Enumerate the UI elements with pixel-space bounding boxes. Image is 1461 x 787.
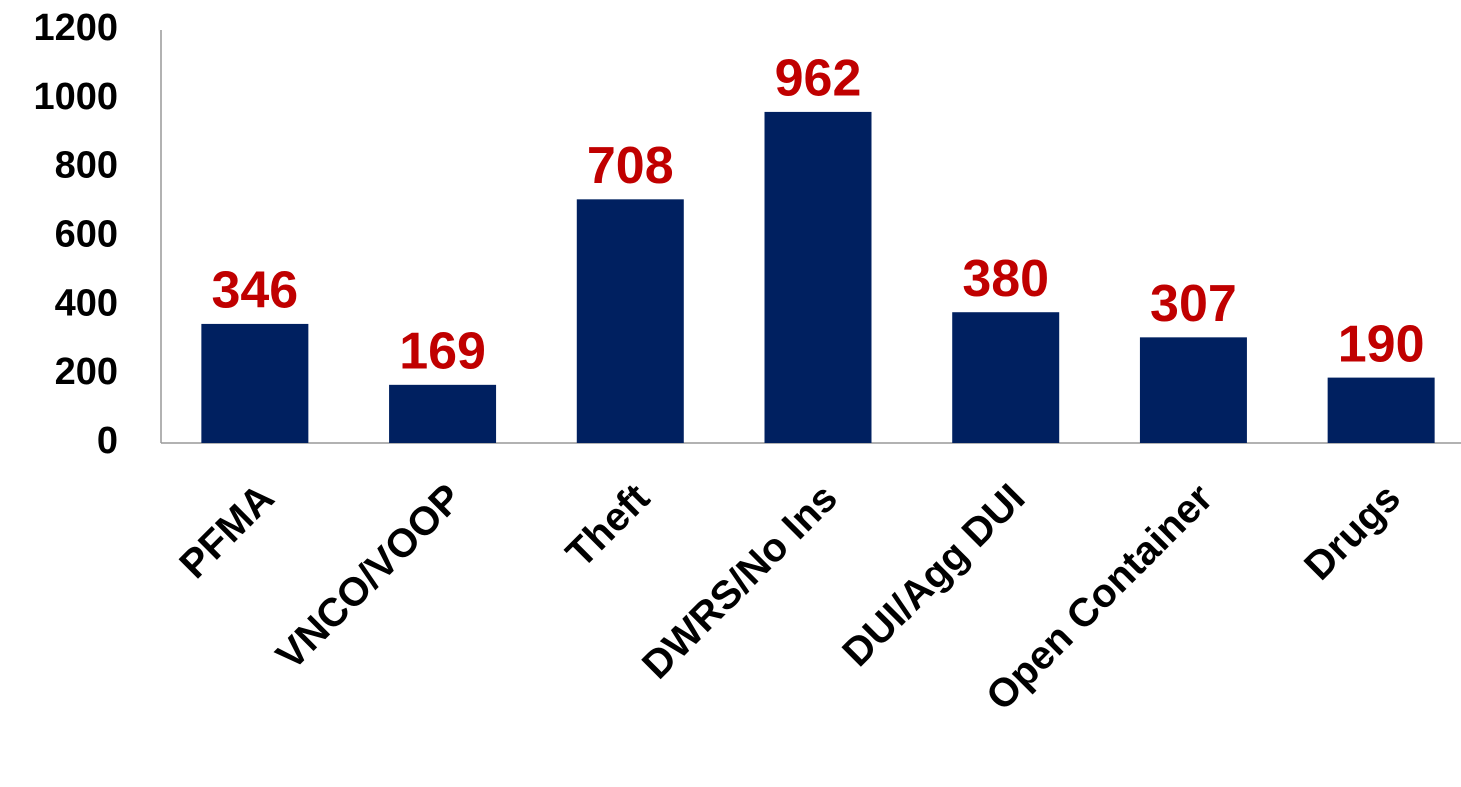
y-tick-label: 1000 — [33, 76, 118, 118]
y-tick-label: 200 — [55, 351, 118, 393]
bar — [1327, 377, 1435, 443]
value-label: 346 — [211, 262, 298, 320]
bar — [576, 199, 684, 443]
y-tick-label: 800 — [55, 145, 118, 187]
value-label: 307 — [1150, 275, 1237, 333]
y-tick-label: 0 — [97, 420, 118, 462]
bar — [764, 111, 872, 443]
x-tick-label: Drugs — [1296, 476, 1409, 589]
value-label: 962 — [775, 50, 862, 108]
value-label: 380 — [962, 250, 1049, 308]
y-tick-label: 1200 — [33, 7, 118, 49]
x-tick-label: DWRS/No Ins — [634, 476, 846, 688]
x-tick-label: DUI/Agg DUI — [834, 476, 1033, 675]
bar — [389, 384, 497, 443]
y-tick-label: 600 — [55, 214, 118, 256]
x-tick-label: Theft — [558, 476, 658, 576]
x-tick-label: PFMA — [171, 476, 282, 587]
value-label: 169 — [399, 323, 486, 381]
bar — [952, 312, 1060, 443]
value-label: 708 — [587, 137, 674, 195]
value-label: 190 — [1338, 315, 1425, 373]
bar — [1139, 337, 1247, 443]
bar — [201, 323, 309, 443]
x-tick-label: VNCO/VOOP — [268, 476, 470, 678]
y-tick-label: 400 — [55, 282, 118, 324]
